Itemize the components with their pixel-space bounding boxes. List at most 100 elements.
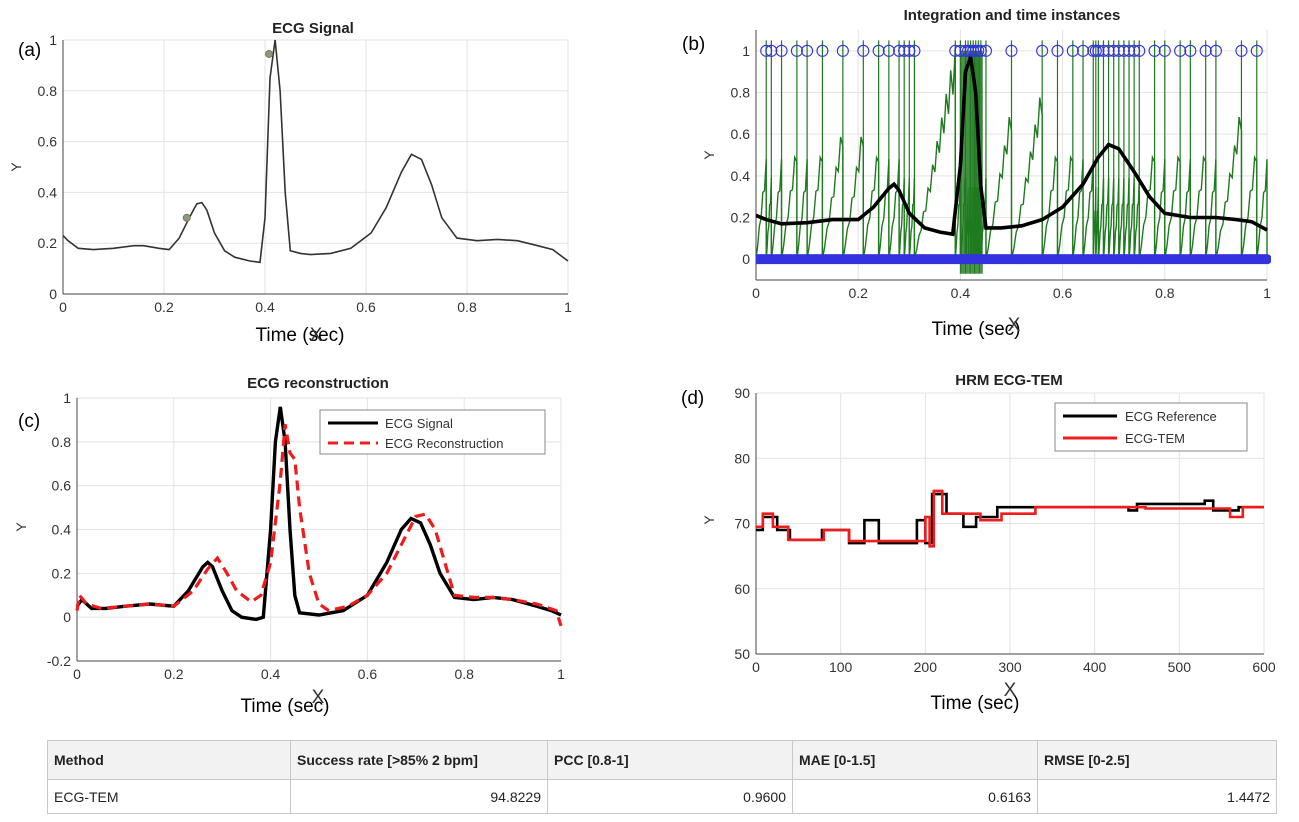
y-tick-label: 0.4 xyxy=(52,522,72,538)
panel-d: 0 100 200 300 400 500 600 50 60 70 80 90 HRM ECG-TEM… xyxy=(681,372,1276,714)
column-header: RMSE [0-2.5] xyxy=(1037,740,1277,780)
x-tick-label: 400 xyxy=(1083,659,1107,675)
legend-label: ECG Reference xyxy=(1125,409,1217,424)
panel-label: (a) xyxy=(18,40,41,61)
time-instance-marker xyxy=(1199,44,1212,57)
table-cell-mae: 0.6163 xyxy=(792,779,1038,814)
plot-content xyxy=(756,40,1271,274)
time-instance-marker xyxy=(1051,44,1064,57)
y-tick-label: 0 xyxy=(49,286,57,302)
legend-label: ECG Reconstruction xyxy=(385,436,504,451)
column-header: Method xyxy=(47,740,291,780)
x-tick-label: 0.4 xyxy=(951,285,971,301)
time-instance-marker xyxy=(816,44,829,57)
y-tick-label: 0.4 xyxy=(731,168,751,184)
legend-label: ECG Signal xyxy=(385,416,453,431)
time-instance-marker xyxy=(1250,44,1263,57)
x-tick-label: 0 xyxy=(73,666,81,682)
panel-a: 0 0.2 0.4 0.6 0.8 1 0 0.2 0.4 0.6 0.8 1 ECG Signal (a… xyxy=(8,20,572,346)
series-line xyxy=(756,489,1264,548)
x-tick-label: 100 xyxy=(829,659,853,675)
time-instance-marker xyxy=(1107,44,1120,57)
x-tick-label: 0.4 xyxy=(261,666,281,682)
time-instance-marker xyxy=(1092,44,1105,57)
x-tick-label: 1 xyxy=(564,299,572,315)
table-cell-rmse: 1.4472 xyxy=(1037,779,1277,814)
x-tick-label: 0 xyxy=(752,659,760,675)
time-instance-marker xyxy=(1148,44,1161,57)
time-instance-marker xyxy=(872,44,885,57)
time-instance-marker xyxy=(954,44,967,57)
y-tick-label: 90 xyxy=(734,385,750,401)
y-tick-label: 0.8 xyxy=(731,85,751,101)
x-tick-label: 1 xyxy=(1263,285,1271,301)
time-instance-marker xyxy=(836,44,849,57)
x-tick-label: 500 xyxy=(1168,659,1192,675)
time-instance-marker xyxy=(972,44,985,57)
chart-title: HRM ECG-TEM xyxy=(955,372,1063,389)
signal-line xyxy=(756,56,1268,237)
y-tick-label: 0.6 xyxy=(38,134,58,150)
y-tick-label: 0.4 xyxy=(38,184,58,200)
x-axis-label: Time (sec) xyxy=(255,325,344,346)
time-instance-marker xyxy=(1102,44,1115,57)
time-instance-marker xyxy=(1128,44,1141,57)
time-instance-marker xyxy=(1158,44,1171,57)
time-instance-marker xyxy=(979,44,993,57)
table-cell-method: ECG-TEM xyxy=(47,779,291,814)
y-tick-label: -0.2 xyxy=(47,653,71,669)
time-instance-marker xyxy=(1209,44,1222,57)
y-axis-label: Y xyxy=(701,150,717,160)
table-cell-pcc: 0.9600 xyxy=(547,779,793,814)
data-point xyxy=(182,213,191,222)
y-tick-label: 0 xyxy=(742,251,750,267)
time-instance-marker xyxy=(962,44,975,57)
y-tick-label: 0.6 xyxy=(731,126,751,142)
x-tick-label: 0.6 xyxy=(1053,285,1073,301)
x-tick-label: 200 xyxy=(914,659,938,675)
x-axis-overlay-label: X xyxy=(1004,680,1017,701)
x-tick-label: 0 xyxy=(59,299,67,315)
y-tick-label: 60 xyxy=(734,581,750,597)
time-instance-marker xyxy=(1097,44,1110,57)
y-tick-label: 0.2 xyxy=(731,210,751,226)
time-instance-marker xyxy=(765,44,778,57)
x-axis-overlay-label: X xyxy=(310,325,323,346)
time-instance-marker xyxy=(775,44,788,57)
plot-area xyxy=(63,40,568,294)
time-instance-marker xyxy=(969,44,982,57)
time-instance-marker xyxy=(908,44,921,57)
panel-label: (c) xyxy=(18,411,40,432)
y-tick-label: 0.6 xyxy=(52,478,72,494)
column-header: MAE [0-1.5] xyxy=(792,740,1038,780)
x-tick-label: 0.6 xyxy=(358,666,378,682)
y-tick-label: 0.8 xyxy=(52,434,72,450)
time-instance-marker xyxy=(1235,44,1248,57)
legend-label: ECG-TEM xyxy=(1125,431,1185,446)
time-instance-marker xyxy=(1089,44,1102,57)
x-tick-label: 300 xyxy=(998,659,1022,675)
time-instance-marker xyxy=(967,44,980,57)
time-instance-marker xyxy=(893,44,906,57)
x-tick-label: 0 xyxy=(752,285,760,301)
time-instance-marker xyxy=(801,44,814,57)
x-tick-label: 0.2 xyxy=(848,285,868,301)
x-axis-label: Time (sec) xyxy=(931,319,1020,340)
time-instance-marker xyxy=(964,44,977,57)
y-tick-label: 50 xyxy=(734,646,750,662)
data-point xyxy=(265,49,274,58)
y-tick-label: 1 xyxy=(742,43,750,59)
y-axis-label: Y xyxy=(701,515,717,525)
y-tick-label: 80 xyxy=(734,450,750,466)
panel-b: 0 0.2 0.4 0.6 0.8 1 0 0.2 0.4 0.6 0.8 1 Integration … xyxy=(682,7,1271,340)
table-row: ECG-TEM 94.8229 0.9600 0.6163 1.4472 xyxy=(47,779,1277,814)
x-tick-label: 0.8 xyxy=(457,299,477,315)
time-instance-marker xyxy=(882,44,895,57)
y-tick-label: 1 xyxy=(63,390,71,406)
y-axis-label: Y xyxy=(8,162,24,172)
y-tick-label: 0.2 xyxy=(38,235,58,251)
time-instance-marker xyxy=(1184,44,1197,57)
x-tick-label: 0.8 xyxy=(454,666,474,682)
